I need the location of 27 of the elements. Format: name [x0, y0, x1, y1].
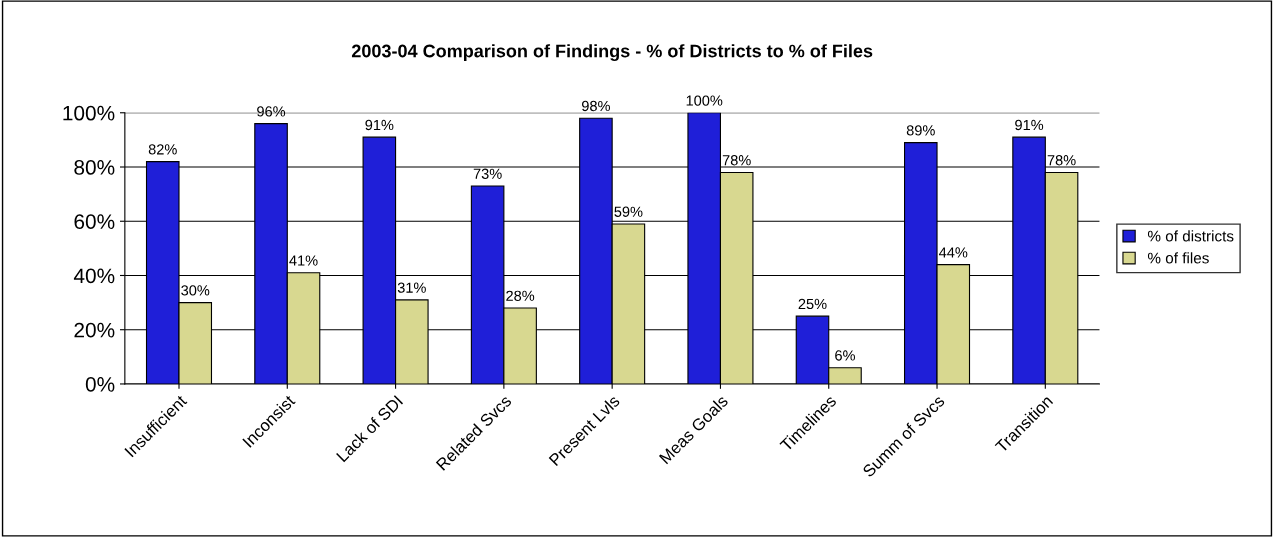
data-label: 91% — [1015, 119, 1044, 131]
data-label: 91% — [365, 119, 394, 131]
data-label: 30% — [181, 285, 210, 296]
y-tick-label: 60% — [74, 214, 115, 229]
y-tick-label: 0% — [85, 376, 115, 392]
data-label: 78% — [722, 155, 751, 166]
y-tick-label: 80% — [74, 160, 115, 175]
data-label: 82% — [148, 144, 177, 155]
data-label: 73% — [473, 168, 502, 179]
data-label: 25% — [798, 298, 827, 310]
data-label: 31% — [397, 282, 426, 293]
y-tick-label: 40% — [73, 268, 115, 284]
legend-label: % of districts — [1147, 230, 1234, 242]
data-label: 89% — [906, 125, 935, 136]
legend-label: % of files — [1147, 252, 1209, 264]
y-tick-label: 100% — [63, 105, 115, 121]
y-tick-label: 20% — [74, 322, 115, 338]
data-label: 98% — [582, 100, 610, 112]
data-label: 78% — [1047, 155, 1076, 166]
data-label: 96% — [257, 106, 286, 117]
data-label: 44% — [939, 247, 968, 258]
data-label: 41% — [289, 255, 318, 266]
data-label: 28% — [506, 290, 535, 301]
data-label: 6% — [835, 350, 855, 361]
chart-title: 2003-04 Comparison of Findings - % of Districts to % of Files — [351, 44, 873, 62]
data-label: 100% — [686, 95, 723, 106]
data-label: 59% — [614, 206, 643, 217]
